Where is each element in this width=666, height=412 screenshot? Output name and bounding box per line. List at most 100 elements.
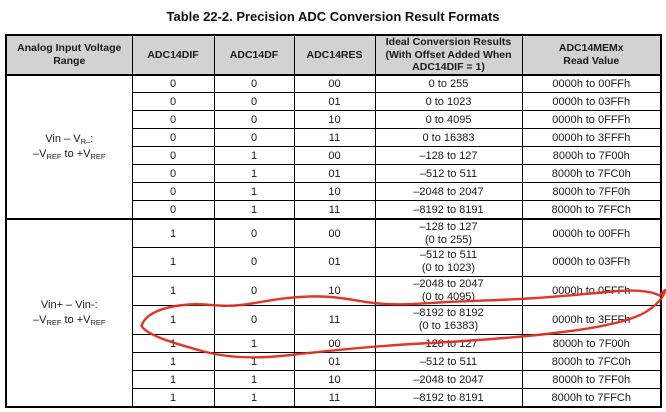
- ideal-result-main: –2048 to 2047: [413, 278, 484, 291]
- header-line: Analog Input Voltage: [17, 42, 122, 55]
- ideal-result-cell: –512 to 511: [374, 164, 523, 184]
- adc14df-cell: 0: [213, 110, 295, 130]
- memx-cell: 8000h to 7FC0h: [521, 352, 662, 372]
- adc14df-cell: 0: [213, 305, 295, 336]
- header-line: Ideal Conversion Results: [385, 36, 512, 48]
- range-label-line1: Vin+ – Vin-:: [9, 298, 130, 313]
- table-row: 0 1 01 –512 to 511 8000h to 7FC0h: [6, 164, 662, 184]
- adc14res-cell: 01: [293, 352, 376, 372]
- header-line: Read Value: [563, 54, 620, 67]
- ideal-result-cell: –2048 to 2047: [374, 370, 523, 390]
- adc14res-cell: 10: [293, 276, 376, 307]
- adc14dif-cell: 1: [131, 352, 215, 372]
- adc14df-cell: 1: [213, 200, 295, 220]
- range-label-line2: –VREF to +VREF: [9, 147, 130, 162]
- adc14df-cell: 0: [213, 128, 295, 148]
- header-adc14dif: ADC14DIF: [131, 34, 215, 76]
- range-subscript: R–: [80, 136, 91, 146]
- voltage-range-cell-group2: Vin+ – Vin-: –VREF to +VREF: [5, 217, 133, 408]
- header-line: ADC14DIF = 1): [412, 61, 485, 74]
- memx-cell: 8000h to 7FF0h: [521, 370, 662, 390]
- memx-cell: 0000h to 03FFh: [521, 247, 662, 278]
- ideal-result-cell: –128 to 127 (0 to 255): [374, 217, 523, 249]
- memx-cell: 0000h to 00FFh: [521, 74, 662, 94]
- ideal-result-cell: 0 to 4095: [374, 110, 523, 130]
- ideal-result-cell: –128 to 127: [374, 146, 523, 166]
- range-subscript: REF: [90, 317, 106, 327]
- adc14res-cell: 10: [293, 182, 376, 202]
- adc14df-cell: 0: [213, 276, 295, 307]
- range-text: –V: [32, 147, 47, 160]
- adc14dif-cell: 0: [131, 200, 215, 220]
- ideal-result-paren: (0 to 255): [424, 233, 473, 246]
- adc14df-cell: 1: [213, 146, 295, 166]
- adc14dif-cell: 0: [131, 74, 215, 94]
- adc14df-cell: 1: [213, 334, 295, 354]
- header-adc14res: ADC14RES: [293, 34, 376, 76]
- adc14df-cell: 0: [213, 217, 295, 249]
- memx-cell: 8000h to 7FFCh: [521, 200, 662, 220]
- adc14res-cell: 10: [293, 370, 376, 390]
- adc14res-cell: 11: [293, 305, 376, 336]
- header-row: Analog Input Voltage Range ADC14DIF ADC1…: [5, 34, 662, 76]
- header-ideal-conversion-results: Ideal Conversion Results (With Offset Ad…: [374, 34, 523, 76]
- adc14dif-cell: 1: [131, 388, 215, 408]
- header-line: Range: [53, 54, 86, 67]
- range-text: Vin – V: [45, 132, 81, 145]
- ideal-result-cell: 0 to 255: [374, 74, 523, 94]
- adc14res-cell: 10: [293, 110, 376, 130]
- ideal-result-cell: –2048 to 2047: [374, 182, 523, 202]
- adc14dif-cell: 1: [131, 276, 215, 307]
- header-analog-input-voltage-range: Analog Input Voltage Range: [5, 34, 133, 76]
- header-adc14memx-read-value: ADC14MEMx Read Value: [521, 34, 662, 76]
- adc-conversion-format-table: Analog Input Voltage Range ADC14DIF ADC1…: [5, 34, 662, 408]
- adc14dif-cell: 1: [131, 217, 215, 249]
- adc14df-cell: 1: [213, 164, 295, 184]
- memx-cell: 8000h to 7FF0h: [521, 182, 662, 202]
- memx-cell: 0000h to 00FFh: [521, 217, 662, 249]
- table-row: 0 0 11 0 to 16383 0000h to 3FFFh: [6, 128, 662, 148]
- adc14df-cell: 1: [213, 388, 295, 408]
- memx-cell: 0000h to 3FFFh: [521, 128, 662, 148]
- adc14df-cell: 0: [213, 247, 295, 278]
- ideal-result-main: –128 to 127: [419, 220, 478, 233]
- adc14df-cell: 1: [213, 182, 295, 202]
- range-text: Vin+ – Vin-:: [40, 298, 98, 311]
- range-subscript: REF: [46, 317, 62, 327]
- memx-cell: 8000h to 7FFCh: [521, 388, 662, 408]
- ideal-result-paren: (0 to 4095): [421, 291, 476, 304]
- ideal-result-cell: –8192 to 8191: [374, 388, 523, 408]
- memx-cell: 0000h to 0FFFh: [521, 276, 662, 307]
- memx-cell: 8000h to 7F00h: [521, 334, 662, 354]
- adc14df-cell: 0: [213, 74, 295, 94]
- adc14df-cell: 1: [213, 370, 295, 390]
- adc14res-cell: 01: [293, 247, 376, 278]
- ideal-result-cell: –512 to 511 (0 to 1023): [374, 247, 523, 278]
- table-row: 1 1 11 –8192 to 8191 8000h to 7FFCh: [6, 388, 662, 408]
- ideal-result-cell: 0 to 16383: [374, 128, 523, 148]
- ideal-result-cell: –128 to 127: [374, 334, 523, 354]
- header-adc14df: ADC14DF: [213, 34, 295, 76]
- adc14dif-cell: 0: [131, 128, 215, 148]
- adc14res-cell: 00: [293, 217, 376, 249]
- table-title: Table 22-2. Precision ADC Conversion Res…: [166, 9, 500, 24]
- range-text: to +V: [61, 147, 91, 160]
- adc14dif-cell: 1: [131, 334, 215, 354]
- ideal-result-cell: –512 to 511: [374, 352, 523, 372]
- adc14dif-cell: 1: [131, 305, 215, 336]
- ideal-result-paren: (0 to 16383): [418, 320, 479, 333]
- adc14dif-cell: 0: [131, 110, 215, 130]
- adc14res-cell: 11: [293, 200, 376, 220]
- ideal-result-paren: (0 to 1023): [421, 262, 476, 275]
- range-subscript: REF: [90, 151, 106, 161]
- adc14res-cell: 00: [293, 74, 376, 94]
- ideal-result-cell: –2048 to 2047 (0 to 4095): [374, 276, 523, 307]
- ideal-result-main: –8192 to 8192: [413, 307, 484, 320]
- table-row: 0 1 10 –2048 to 2047 8000h to 7FF0h: [6, 182, 662, 202]
- ideal-result-cell: –8192 to 8191: [374, 200, 523, 220]
- memx-cell: 8000h to 7FC0h: [521, 164, 662, 184]
- adc14dif-cell: 1: [131, 370, 215, 390]
- range-subscript: REF: [46, 151, 62, 161]
- adc14dif-cell: 0: [131, 164, 215, 184]
